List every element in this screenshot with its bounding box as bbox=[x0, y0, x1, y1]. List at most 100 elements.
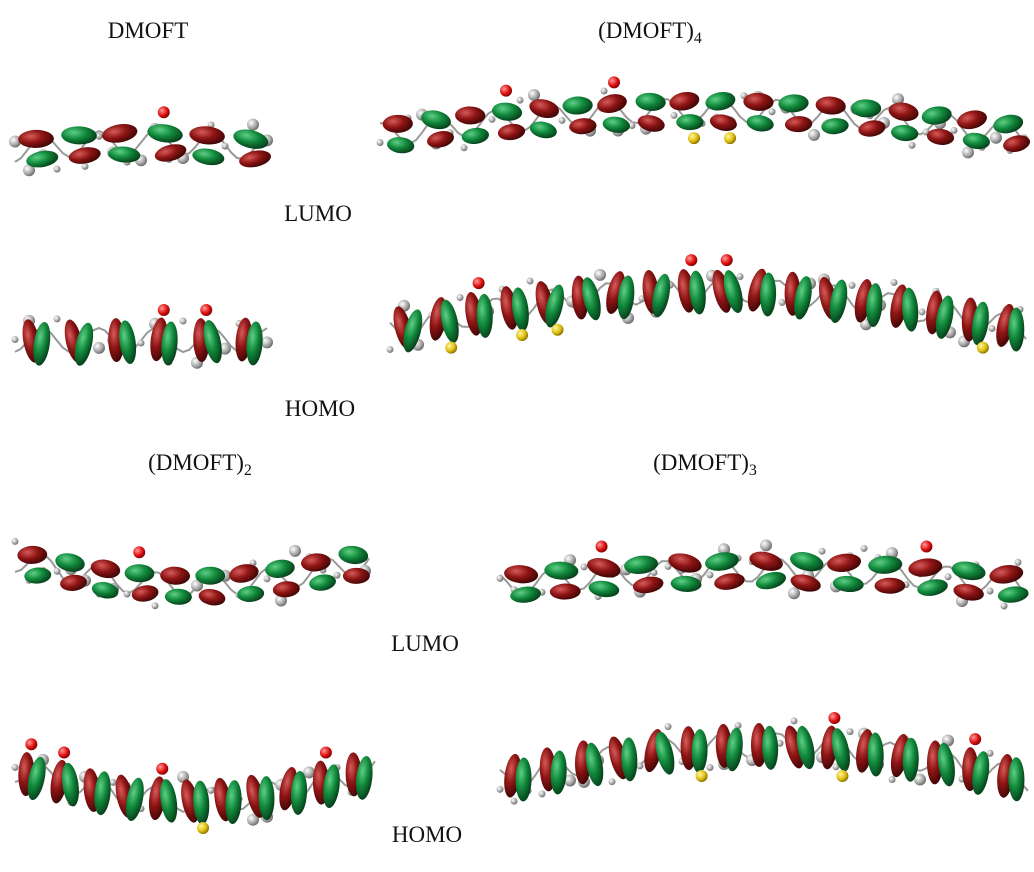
atom bbox=[200, 304, 212, 316]
atom bbox=[989, 325, 996, 332]
orbital-lobe bbox=[950, 559, 987, 583]
atom bbox=[596, 540, 608, 552]
orbital-lobe bbox=[955, 108, 988, 132]
atom bbox=[247, 119, 259, 131]
orbital-lobe bbox=[704, 90, 737, 113]
atom bbox=[264, 575, 271, 582]
atom bbox=[528, 89, 540, 101]
atom bbox=[473, 277, 485, 289]
atom bbox=[552, 324, 564, 336]
atom bbox=[54, 315, 61, 322]
atom bbox=[696, 770, 708, 782]
orbital-lobe bbox=[188, 125, 225, 146]
atom bbox=[517, 97, 524, 104]
atom bbox=[791, 717, 798, 724]
orbital-lobe bbox=[708, 112, 738, 133]
orbital-lobe bbox=[61, 126, 97, 145]
atom bbox=[489, 116, 496, 123]
molecule bbox=[497, 539, 1030, 609]
atom bbox=[82, 163, 89, 170]
orbital-lobe bbox=[386, 136, 415, 155]
orbital-lobe bbox=[231, 126, 270, 152]
atom bbox=[511, 798, 518, 805]
atom bbox=[12, 538, 19, 545]
atom bbox=[819, 548, 826, 555]
atom bbox=[609, 778, 616, 785]
orbital-lobe bbox=[67, 145, 102, 166]
atom bbox=[665, 723, 672, 730]
atom bbox=[289, 545, 301, 557]
atom bbox=[197, 822, 209, 834]
figure: DMOFT (DMOFT)4 (DMOFT)2 (DMOFT)3 LUMO HO… bbox=[0, 0, 1034, 872]
orbital-lobe bbox=[300, 552, 331, 573]
atom bbox=[1001, 602, 1008, 609]
orbital-lobe bbox=[124, 564, 154, 583]
orbital-lobe bbox=[785, 115, 813, 132]
atom bbox=[724, 132, 736, 144]
atom bbox=[990, 132, 1002, 144]
atom bbox=[377, 139, 384, 146]
panel-title: (DMOFT)3 bbox=[653, 450, 757, 479]
atom bbox=[685, 254, 697, 266]
atom bbox=[707, 571, 714, 578]
atom bbox=[133, 546, 145, 558]
atom bbox=[847, 728, 854, 735]
atom bbox=[920, 540, 932, 552]
atom bbox=[977, 342, 989, 354]
orbital-lobe bbox=[821, 117, 850, 135]
atom bbox=[788, 587, 800, 599]
orbital-lobe bbox=[890, 124, 919, 143]
orbital-lobe bbox=[191, 146, 225, 167]
orbital-lobe bbox=[635, 92, 666, 112]
orbital-lobe bbox=[491, 101, 523, 122]
molecule bbox=[9, 106, 273, 176]
page: DMOFT (DMOFT)4 (DMOFT)2 (DMOFT)3 LUMO HO… bbox=[0, 0, 1034, 872]
atom bbox=[849, 282, 856, 289]
orbital-lobe bbox=[988, 563, 1024, 586]
orbital-lobe bbox=[666, 550, 703, 576]
atom bbox=[12, 336, 19, 343]
orbital-lobe bbox=[18, 129, 54, 148]
orbital-label: LUMO bbox=[391, 631, 459, 656]
orbital-lobe bbox=[337, 544, 369, 565]
atom bbox=[25, 738, 37, 750]
orbital-lobe bbox=[197, 587, 226, 608]
orbital-lobe bbox=[1001, 133, 1031, 155]
atom bbox=[208, 787, 215, 794]
panel-title: (DMOFT)4 bbox=[598, 18, 702, 47]
orbital-lobe bbox=[585, 555, 623, 581]
molecule bbox=[387, 254, 1027, 354]
orbital-lobe bbox=[747, 548, 784, 574]
atom bbox=[500, 85, 512, 97]
title-subscript: 2 bbox=[244, 462, 252, 479]
orbital-lobe bbox=[1008, 757, 1024, 801]
atom bbox=[12, 764, 19, 771]
molecule bbox=[377, 76, 1032, 158]
atom bbox=[539, 790, 546, 797]
atom bbox=[861, 545, 868, 552]
atom bbox=[891, 279, 898, 286]
orbital-lobe bbox=[713, 571, 746, 592]
atom bbox=[445, 342, 457, 354]
molecule bbox=[12, 738, 376, 834]
atom bbox=[688, 132, 700, 144]
atom bbox=[527, 278, 534, 285]
title-text: (DMOFT) bbox=[653, 450, 749, 475]
atom bbox=[760, 539, 772, 551]
atom bbox=[516, 329, 528, 341]
atom bbox=[559, 117, 566, 124]
atom bbox=[58, 746, 70, 758]
orbital-lobe bbox=[754, 569, 788, 592]
atom bbox=[987, 587, 994, 594]
atom bbox=[156, 763, 168, 775]
atom bbox=[909, 142, 916, 149]
atom bbox=[951, 127, 958, 134]
orbital-label: HOMO bbox=[285, 396, 355, 421]
atom bbox=[945, 573, 952, 580]
atom bbox=[387, 346, 394, 353]
atom bbox=[608, 76, 620, 88]
atom bbox=[138, 340, 145, 347]
atom bbox=[737, 273, 744, 280]
atom bbox=[320, 746, 332, 758]
orbital-lobe bbox=[237, 585, 265, 603]
